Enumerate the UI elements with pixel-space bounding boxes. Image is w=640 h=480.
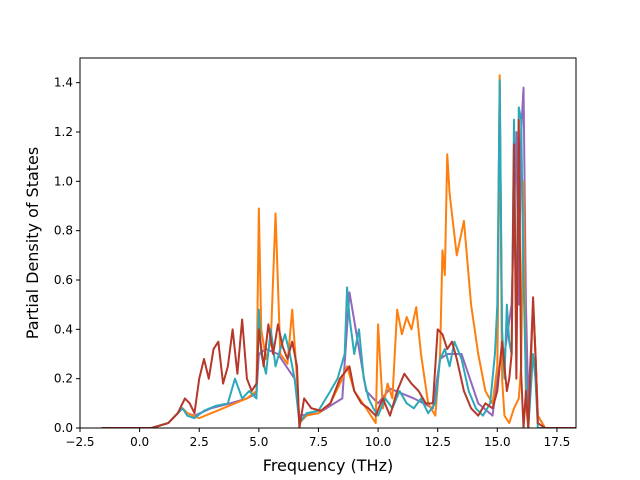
y-tick-label: 0.4 <box>54 322 73 336</box>
x-axis-label: Frequency (THz) <box>263 456 393 475</box>
x-tick-label: 2.5 <box>190 435 209 449</box>
y-tick-label: 0.8 <box>54 224 73 238</box>
x-tick-label: 0.0 <box>130 435 149 449</box>
y-axis: 0.0 0.2 0.4 0.6 0.8 1.0 1.2 1.4 <box>54 76 80 435</box>
y-tick-label: 0.2 <box>54 372 73 386</box>
plot-frame <box>79 57 577 429</box>
x-tick-label: 12.5 <box>424 435 451 449</box>
y-axis-label: Partial Density of States <box>23 147 42 339</box>
y-tick-label: 1.2 <box>54 125 73 139</box>
x-tick-label: 17.5 <box>544 435 571 449</box>
y-tick-label: 1.4 <box>54 76 73 90</box>
series-line-2 <box>101 74 576 428</box>
x-tick-label: −2.5 <box>65 435 94 449</box>
x-tick-label: 10.0 <box>365 435 392 449</box>
series-layer <box>101 74 576 428</box>
x-tick-label: 7.5 <box>309 435 328 449</box>
x-tick-label: 15.0 <box>484 435 511 449</box>
y-tick-label: 0.0 <box>54 421 73 435</box>
x-tick-label: 5.0 <box>249 435 268 449</box>
y-tick-label: 1.0 <box>54 174 73 188</box>
x-axis: −2.5 0.0 2.5 5.0 7.5 10.0 12.5 15.0 17.5 <box>65 428 570 449</box>
y-tick-label: 0.6 <box>54 273 73 287</box>
series-line-4 <box>101 118 576 428</box>
